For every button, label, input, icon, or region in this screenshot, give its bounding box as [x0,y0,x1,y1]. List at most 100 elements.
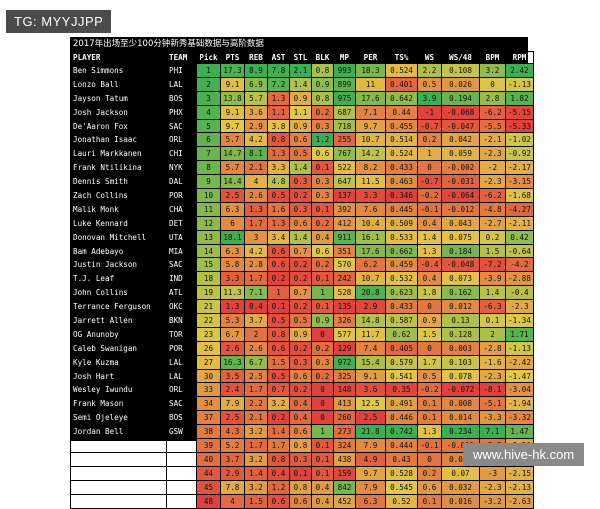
stat-cell-stl: 0.2 [289,299,312,315]
stat-cell-rpm: -1.47 [505,368,534,384]
stat-cell-ws-48: 0.008 [441,396,480,412]
stat-cell-ws-48: 0.07 [441,465,480,481]
table-row: Dennis Smith DAL 9 14.4 4 4.8 0.3 0.3 647 11.5 0.4… [70,174,534,190]
column-header-stl: STL [289,51,312,64]
stat-cell-stl: 0.2 [289,188,312,203]
stat-cell-mp: 159 [333,465,356,481]
stat-cell-ws: 1.8 [417,285,442,301]
player-name-cell: Terrance Ferguson [70,299,167,315]
stat-cell-reb: 1.4 [244,465,268,481]
stat-cell-ts: 0.742 [385,424,418,440]
stat-cell-ast: 0.1 [267,299,290,315]
stat-cell-ast: 0.6 [267,243,290,259]
stat-cell-mp: 975 [333,90,356,106]
stat-cell-mp: 260 [333,410,356,426]
stat-cell-stl: 0.6 [289,424,312,440]
stat-cell-reb: 6.7 [244,354,268,370]
player-name-cell: De'Aaron Fox [70,118,167,134]
stat-cell-pick: 15 [196,257,221,273]
stat-cell-pick: 44 [196,465,221,481]
stat-cell-blk: 0.2 [311,215,334,231]
team-cell: DET [166,215,197,231]
stat-cell-rpm: -3.32 [505,410,534,426]
stat-cell-rpm: 1.82 [505,90,534,106]
team-cell: PHX [166,104,197,120]
stat-cell-ws-48: 0.162 [441,285,480,301]
player-name-cell: Dillon Brooks [70,479,167,495]
stat-cell-pts: 14.7 [220,146,245,162]
stat-cell-blk: 0.1 [311,438,334,453]
player-name-cell: Luke Kennard [70,215,167,231]
stat-cell-stl: 0.4 [289,410,312,426]
table-row: Lauri Markkanen CHI 7 14.7 8.1 1.3 0.5 0.6 767 14… [70,146,534,162]
stat-cell-mp: 522 [333,160,356,176]
player-name-cell: Josh Hart [70,368,167,384]
table-row: T.J. Leaf IND 18 3.3 1.7 0.2 0.2 0.1 242 10.7 0.53… [70,271,534,287]
stat-cell-blk: 0.1 [311,451,334,467]
stat-cell-rpm: -2.63 [505,493,534,509]
table-row: Kyle Kuzma LAL 27 16.3 6.7 1.5 0.3 0.3 972 15.4 0.… [70,354,534,370]
stat-cell-pick: 13 [196,229,221,245]
stat-cell-ts: 0.43 [385,451,418,467]
stat-cell-ws: 1.3 [417,243,442,259]
site-watermark: www.hive-hk.com [463,443,585,466]
stat-cell-rpm: -2.3 [505,299,534,315]
stat-cell-stl: 0.9 [289,90,312,106]
stat-cell-pick: 21 [196,299,221,315]
table-row: Frank Mason SAC 34 7.9 2.2 3.2 0.4 0 413 12.5 0.49… [70,396,534,412]
team-cell: NYK [166,465,197,481]
stat-cell-per: 10.4 [355,215,386,231]
stat-cell-ws: 0 [417,451,442,467]
stat-cell-blk: 0.6 [311,146,334,162]
stat-cell-mp: 767 [333,146,356,162]
team-cell: LAC [166,493,197,509]
stat-cell-blk: 1 [311,424,334,440]
stat-cell-reb: 3.2 [244,424,268,440]
stat-cell-ast: 0.8 [267,132,290,148]
table-row: Semi Ojeleye BOS 37 2.5 2.1 0.2 0.4 0 260 2.5 0.44… [70,410,534,426]
stat-cell-blk: 0.1 [311,299,334,315]
stat-cell-pts: 16.3 [220,354,245,370]
stat-cell-ws: -1 [417,104,442,120]
stat-cell-pts: 9.1 [220,76,245,92]
stat-cell-ws: -0.2 [417,382,442,398]
stat-cell-pick: 48 [196,493,221,509]
column-header-ts: TS% [385,51,418,64]
player-name-cell: Lonzo Ball [70,76,167,92]
stat-cell-rpm: -3.04 [505,382,534,398]
stat-cell-pts: 2.9 [220,465,245,481]
stat-cell-blk: 0.3 [311,118,334,134]
table-row: OG Anunoby TOR 23 6.7 2 0.8 0.9 0 577 11.7 0.62 1.5… [70,326,534,342]
team-cell: CHA [166,201,197,217]
stat-cell-reb: 3.2 [244,479,268,495]
stat-cell-ws: 0 [417,340,442,356]
stat-cell-ws-48: 0.234 [441,424,480,440]
stat-cell-mp: 326 [333,313,356,328]
stat-cell-pick: 14 [196,243,221,259]
stat-cell-bpm: -8.1 [479,382,506,398]
stat-cell-pts: 7.8 [220,479,245,495]
stat-cell-per: 2.9 [355,299,386,315]
player-name-cell: Dennis Smith [70,174,167,190]
stat-cell-blk: 0 [311,410,334,426]
stat-cell-ast: 3.4 [267,229,290,245]
table-row: Dillon Brooks MEM 45 7.8 3.2 1.2 0.8 0.4 842 7.9 0… [70,479,534,495]
stat-cell-mp: 255 [333,132,356,148]
stat-cell-bpm: -3.2 [479,493,506,509]
stat-cell-reb: 5.7 [244,90,268,106]
stat-cell-bpm: -3 [479,465,506,481]
stat-cell-stl: 2.1 [289,63,312,78]
stat-cell-stl: 0.9 [289,326,312,342]
stat-cell-pts: 13.8 [220,90,245,106]
stat-cell-pts: 3.7 [220,451,245,467]
stat-cell-rpm: -2.15 [505,465,534,481]
stat-cell-pick: 3 [196,90,221,106]
table-row: Ben Simmons PHI 1 17.3 8.9 7.8 2.1 0.8 993 18.3 0.… [70,63,534,78]
stat-cell-reb: 7.1 [244,285,268,301]
stat-cell-pts: 2.6 [220,340,245,356]
stat-cell-blk: 0.2 [311,368,334,384]
stat-cell-ts: 0.662 [385,243,418,259]
stat-cell-stl: 0.6 [289,132,312,148]
player-name-cell: Donovan Mitchell [70,229,167,245]
stat-cell-mp: 528 [333,285,356,301]
